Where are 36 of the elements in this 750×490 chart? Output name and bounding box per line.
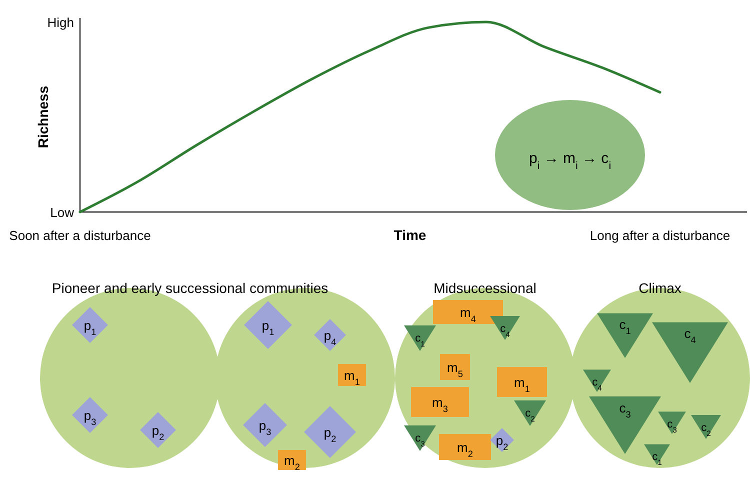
x-axis-title: Time [394,227,426,243]
text: c$_{4}$ [684,326,696,346]
text: p$_{3}$ [84,408,96,427]
text: m$_{1}$ [344,368,360,387]
text: p$_{4}$ [324,328,336,347]
text: Long after a disturbance [590,228,730,243]
text: p$_{3}$ [258,418,272,437]
text: p$_{2}$ [152,423,164,442]
text: m$_{5}$ [447,360,463,379]
text: c$_{1}$ [652,451,662,467]
text: c$_{1}$ [619,317,631,336]
text: c$_{3}$ [667,418,677,434]
text: m$_{2}$ [457,440,473,459]
text: Soon after a disturbance [9,228,151,243]
text: c$_{2}$ [525,407,535,423]
y-axis-title: Richness [35,86,51,148]
text: c$_{3}$ [619,400,631,420]
annotation: High [47,15,74,30]
text: Climax [638,280,682,296]
annotation: Low [50,205,75,220]
text: m$_{2}$ [284,453,300,472]
text: c$_{1}$ [415,332,425,348]
text: c$_{4}$ [500,323,511,338]
text: m$_{3}$ [432,395,448,414]
text: c$_{2}$ [701,422,711,438]
text: c$_{3}$ [415,432,425,448]
text: p$_{2}$ [496,433,508,452]
text: c$_{4}$ [592,376,603,392]
text: p$_{2}$ [324,425,336,444]
text: m$_{1}$ [514,375,530,394]
text: m$_{4}$ [460,305,476,324]
text: Pioneer and early successional communities [52,280,328,296]
annotation: p$_{i}$ → m$_{i}$ → c$_{i}$ [528,150,612,172]
text: Midsuccessional [434,280,536,296]
text: p$_{1}$ [262,318,274,337]
text: p$_{1}$ [84,318,96,337]
